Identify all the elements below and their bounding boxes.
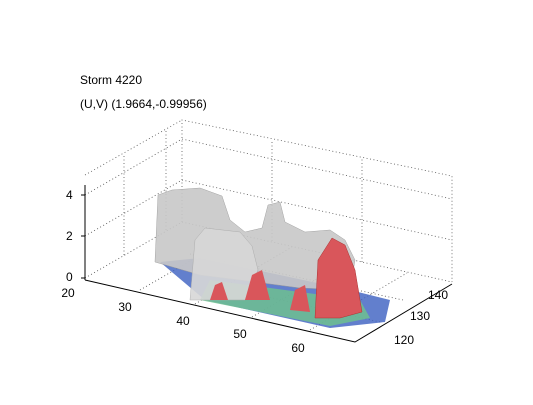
z-tick-label: 2 (66, 229, 73, 243)
title: Storm 4220 (80, 73, 142, 87)
x-tick-label: 30 (118, 300, 132, 314)
y-tick-label: 120 (394, 333, 414, 347)
x-tick-label: 20 (61, 286, 75, 300)
x-tick-label: 40 (176, 314, 190, 328)
red-surface (290, 285, 310, 312)
red-surface (314, 237, 363, 319)
y-tick-label: 130 (410, 309, 430, 323)
isosurfaces (154, 187, 390, 328)
red-surface (245, 270, 270, 300)
red-surface (210, 282, 228, 300)
y-tick-label: 140 (428, 288, 448, 302)
axes (81, 185, 453, 343)
z-tick-label: 0 (66, 270, 73, 284)
subtitle: (U,V) (1.9664,-0.99956) (80, 97, 207, 111)
z-tick-label: 4 (66, 188, 73, 202)
x-tick-label: 60 (291, 341, 305, 355)
x-tick-label: 50 (233, 327, 247, 341)
